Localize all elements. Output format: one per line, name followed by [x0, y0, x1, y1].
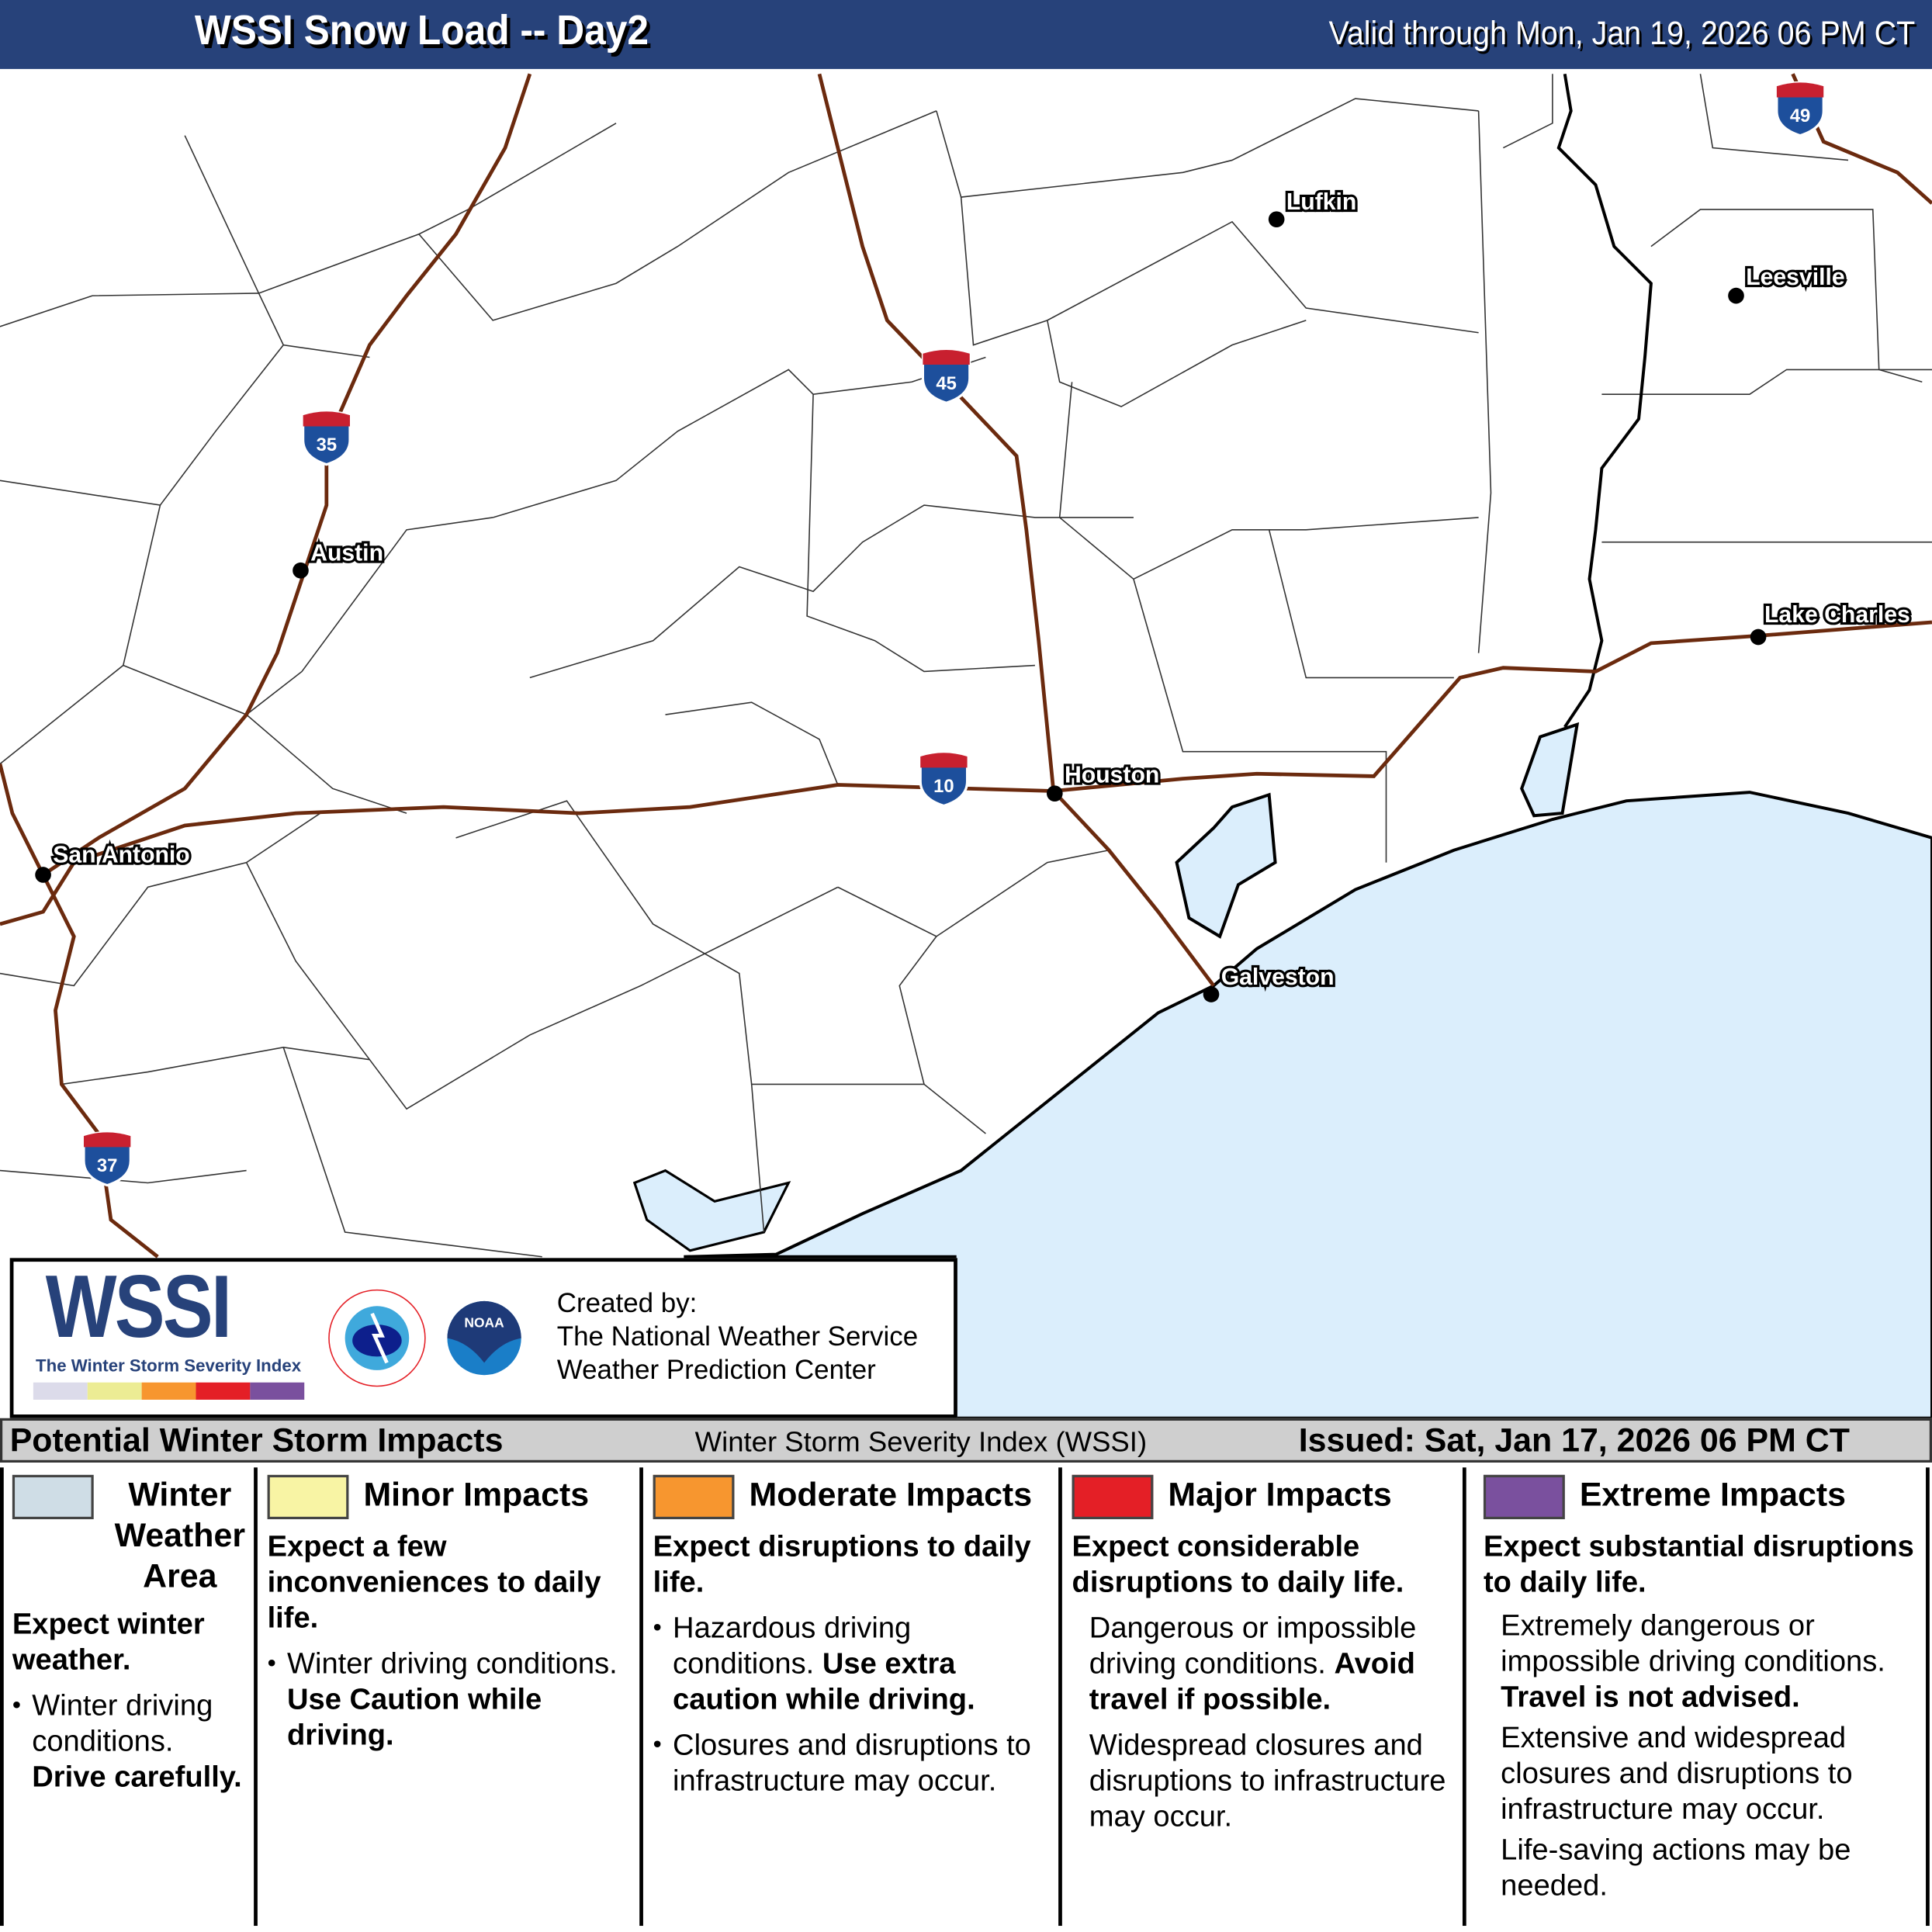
category-moderate: Moderate Impacts Expect disruptions to d… [643, 1463, 1058, 1932]
winter-weather-swatch [12, 1474, 94, 1520]
category-detail: Hazardous driving conditions. Use extra … [673, 1612, 975, 1717]
map: 35 45 10 37 49 Lufkin Leesville Austin San Anto… [0, 68, 1932, 1418]
interstate-37-shield-icon: 37 [82, 1130, 132, 1187]
wssi-logo: WSSI [45, 1258, 232, 1357]
created-by-label: Created by: [556, 1287, 698, 1319]
city-austin: Austin [293, 538, 386, 579]
category-name: Minor Impacts [363, 1476, 590, 1514]
interstate-49-shield-icon: 49 [1775, 81, 1825, 137]
interstate-10-shield-icon: 10 [919, 751, 969, 808]
i35-road [0, 73, 532, 878]
city-label: Houston [1065, 762, 1159, 788]
legend-header-bar: Potential Winter Storm Impacts Winter St… [0, 1418, 1932, 1463]
state-border-texas-louisiana [1556, 73, 1653, 729]
credit-nws: The National Weather Service [556, 1321, 919, 1352]
category-detail-2: Extensive and widespread closures and di… [1501, 1721, 1853, 1826]
city-dot-icon [35, 867, 51, 883]
category-detail-3: Life-saving actions may be needed. [1501, 1833, 1851, 1903]
extreme-swatch [1483, 1474, 1565, 1520]
city-leesville: Leesville [1728, 262, 1847, 304]
city-label: Leesville [1746, 265, 1844, 290]
city-dot-icon [1268, 211, 1285, 227]
interstate-number: 37 [97, 1155, 118, 1176]
interstate-45-shield-icon: 45 [921, 348, 971, 404]
city-dot-icon [1750, 628, 1767, 646]
city-dot-icon [293, 562, 309, 579]
major-swatch [1072, 1474, 1154, 1520]
category-detail-bold: Drive carefully. [32, 1761, 242, 1795]
category-detail: Winter driving conditions. Drive careful… [32, 1689, 242, 1795]
logo-box: WSSI The Winter Storm Severity Index NOA… [9, 1258, 957, 1418]
i37-road [41, 874, 159, 1259]
category-detail: Dangerous or impossible driving conditio… [1089, 1612, 1417, 1717]
category-name: Moderate Impacts [749, 1476, 1033, 1514]
city-label: Austin [310, 541, 383, 566]
issued-time: Issued: Sat, Jan 17, 2026 06 PM CT [1298, 1421, 1850, 1459]
nws-logo-icon [328, 1289, 426, 1387]
sabine-lake [1520, 722, 1580, 818]
noaa-logo-icon: NOAA [435, 1289, 534, 1388]
i45-road [817, 73, 1216, 987]
category-detail-2: Widespread closures and disruptions to i… [1089, 1728, 1446, 1833]
city-dot-icon [1728, 287, 1744, 304]
category-detail: Extremely dangerous or impossible drivin… [1501, 1608, 1885, 1714]
category-summary: Expect substantial disruptions to daily … [1483, 1530, 1914, 1600]
city-label: Lake Charles [1764, 602, 1910, 628]
city-san-antonio: San Antonio [35, 840, 192, 883]
city-dot-icon [1047, 785, 1063, 802]
legend-title: Potential Winter Storm Impacts [9, 1421, 504, 1459]
city-label: San Antonio [53, 843, 189, 868]
matagorda-bay [632, 1169, 791, 1252]
interstate-number: 10 [933, 776, 954, 797]
credits: Created by: The National Weather Service… [557, 1286, 918, 1387]
impact-legend: Winter Weather Area Expect winter weathe… [0, 1463, 1932, 1932]
category-name: Major Impacts [1168, 1476, 1392, 1514]
county-lines [0, 74, 1932, 1258]
valid-time: Valid through Mon, Jan 19, 2026 06 PM CT [1328, 15, 1915, 52]
category-detail: Winter driving conditions. Use Caution w… [287, 1647, 618, 1753]
interstate-number: 49 [1790, 106, 1811, 126]
header: WSSI Snow Load -- Day2 Valid through Mon… [0, 0, 1932, 69]
minor-swatch [267, 1474, 349, 1520]
city-dot-icon [1203, 986, 1220, 1002]
galveston-bay [1175, 792, 1277, 939]
noaa-text: NOAA [464, 1314, 504, 1330]
category-summary: Expect disruptions to daily life. [653, 1530, 1031, 1600]
category-summary: Expect winter weather. [12, 1608, 205, 1678]
credit-wpc: Weather Prediction Center [556, 1354, 876, 1385]
city-galveston: Galveston [1203, 962, 1337, 1002]
legend-subtitle: Winter Storm Severity Index (WSSI) [694, 1425, 1148, 1458]
city-label: Lufkin [1286, 189, 1356, 215]
category-minor: Minor Impacts Expect a few inconvenience… [258, 1463, 639, 1932]
city-lake-charles: Lake Charles [1750, 600, 1913, 646]
category-detail-2: Closures and disruptions to infrastructu… [673, 1728, 1031, 1798]
interstate-number: 45 [936, 373, 956, 394]
city-label: Galveston [1221, 964, 1335, 990]
city-lufkin: Lufkin [1268, 187, 1359, 227]
interstate-number: 35 [317, 435, 338, 455]
category-summary: Expect a few inconveniences to daily lif… [267, 1530, 601, 1636]
category-summary: Expect considerable disruptions to daily… [1072, 1530, 1404, 1600]
wssi-color-bar [33, 1382, 305, 1400]
wssi-tagline: The Winter Storm Severity Index [36, 1355, 302, 1376]
interstate-35-shield-icon: 35 [302, 410, 351, 466]
city-houston: Houston [1047, 760, 1162, 802]
category-extreme: Extreme Impacts Expect substantial disru… [1466, 1463, 1926, 1932]
category-name: Extreme Impacts [1579, 1476, 1846, 1514]
category-major: Major Impacts Expect considerable disrup… [1062, 1463, 1463, 1932]
category-name: Winter Weather Area [114, 1476, 246, 1594]
agency-logos: NOAA [328, 1289, 534, 1388]
moderate-swatch [653, 1474, 735, 1520]
page-title: WSSI Snow Load -- Day2 [194, 7, 649, 54]
category-winter-weather: Winter Weather Area Expect winter weathe… [5, 1463, 254, 1932]
